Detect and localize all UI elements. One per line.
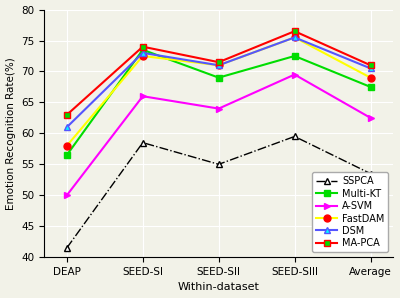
A-SVM <box>64 193 69 197</box>
Multi-KT <box>140 48 145 52</box>
MA-PCA <box>216 60 221 64</box>
Line: FastDAM: FastDAM <box>63 34 374 149</box>
X-axis label: Within-dataset: Within-dataset <box>178 283 260 292</box>
Line: A-SVM: A-SVM <box>64 72 374 198</box>
Line: MA-PCA: MA-PCA <box>64 28 374 118</box>
FastDAM <box>216 63 221 67</box>
FastDAM <box>140 54 145 58</box>
SSPCA <box>368 172 373 176</box>
DSM <box>140 51 145 55</box>
MA-PCA <box>368 63 373 67</box>
FastDAM <box>368 76 373 80</box>
Multi-KT <box>216 76 221 80</box>
Line: SSPCA: SSPCA <box>64 133 374 251</box>
SSPCA <box>216 162 221 166</box>
Y-axis label: Emotion Recognition Rate(%): Emotion Recognition Rate(%) <box>6 57 16 210</box>
SSPCA <box>292 135 297 138</box>
Multi-KT <box>292 54 297 58</box>
A-SVM <box>368 116 373 120</box>
MA-PCA <box>292 30 297 33</box>
SSPCA <box>140 141 145 145</box>
A-SVM <box>216 107 221 110</box>
Multi-KT <box>64 153 69 157</box>
DSM <box>64 125 69 129</box>
Line: DSM: DSM <box>64 34 374 130</box>
A-SVM <box>292 73 297 76</box>
SSPCA <box>64 246 69 250</box>
A-SVM <box>140 94 145 98</box>
Line: Multi-KT: Multi-KT <box>64 47 374 158</box>
Legend: SSPCA, Multi-KT, A-SVM, FastDAM, DSM, MA-PCA: SSPCA, Multi-KT, A-SVM, FastDAM, DSM, MA… <box>312 172 388 252</box>
DSM <box>292 36 297 39</box>
MA-PCA <box>140 45 145 49</box>
DSM <box>216 63 221 67</box>
MA-PCA <box>64 113 69 117</box>
FastDAM <box>292 36 297 39</box>
Multi-KT <box>368 85 373 89</box>
DSM <box>368 66 373 70</box>
FastDAM <box>64 144 69 148</box>
